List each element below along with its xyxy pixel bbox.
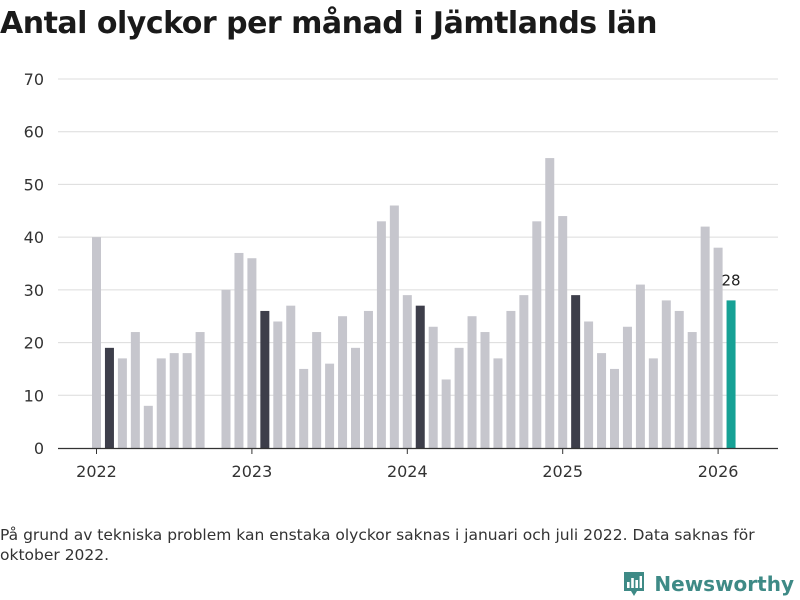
bar [156,358,166,448]
bar [363,310,373,448]
bar [273,321,283,448]
x-tick-label: 2022 [76,462,117,481]
bar [597,353,607,448]
bar [674,310,684,448]
bar [687,332,697,448]
bar [532,221,542,448]
x-tick-label: 2025 [542,462,583,481]
bar [312,332,322,448]
y-tick-label: 70 [24,70,44,89]
bar [389,205,399,448]
bar [169,353,179,448]
y-tick-label: 50 [24,175,44,194]
bar-highlight [260,310,270,448]
bar [143,405,153,448]
bar [92,237,101,448]
bar [635,284,645,448]
y-tick-label: 0 [34,439,44,458]
brand-name: Newsworthy [654,572,794,596]
bar [234,252,244,448]
bar [325,363,335,448]
chart-title: Antal olyckor per månad i Jämtlands län [0,6,657,41]
brand-logo[interactable]: Newsworthy [622,570,794,598]
y-tick-label: 60 [24,123,44,142]
bar [130,332,140,448]
bar [661,300,671,448]
bar [182,353,192,448]
bar-highlight [571,295,581,448]
bar [558,216,568,448]
bar-highlight [104,347,114,448]
bar [247,258,257,448]
bar [195,332,205,448]
x-axis-ticks: 2022 2023 2024 2025 2026 [76,448,738,481]
x-tick-label: 2026 [698,462,739,481]
bar [299,368,309,448]
bar [221,289,231,448]
y-axis-ticks: 0 10 20 30 40 50 60 70 [24,70,44,458]
bar [402,295,412,448]
bar [286,305,296,448]
y-tick-label: 20 [24,334,44,353]
bar [700,226,710,448]
data-label: 28 [722,271,741,289]
y-tick-label: 40 [24,228,44,247]
bar [545,158,555,449]
bar [506,310,516,448]
bar [519,295,529,448]
bar [428,326,438,448]
y-tick-label: 30 [24,281,44,300]
x-tick-label: 2024 [387,462,428,481]
bar [338,316,348,448]
bar [584,321,594,448]
bar [467,316,477,448]
bar [376,221,386,448]
bars [92,158,736,449]
bar [351,347,360,448]
y-tick-label: 10 [24,386,44,405]
bar [610,368,619,448]
x-tick-label: 2023 [232,462,273,481]
annotations: 28 [722,271,741,289]
bar [648,358,658,448]
bar [441,379,451,448]
bar [622,326,632,448]
bar-chart: 0 10 20 30 40 50 60 70 2022 2023 2024 2025 2026 28 [24,70,778,481]
bar-highlight [415,305,425,448]
bar [117,358,127,448]
bar [454,347,464,448]
footnote: På grund av tekniska problem kan enstaka… [0,526,755,564]
newsworthy-logo-icon [624,572,645,596]
bar-latest [726,300,736,448]
bar [713,247,723,448]
bar [480,332,490,448]
bar [493,358,503,448]
